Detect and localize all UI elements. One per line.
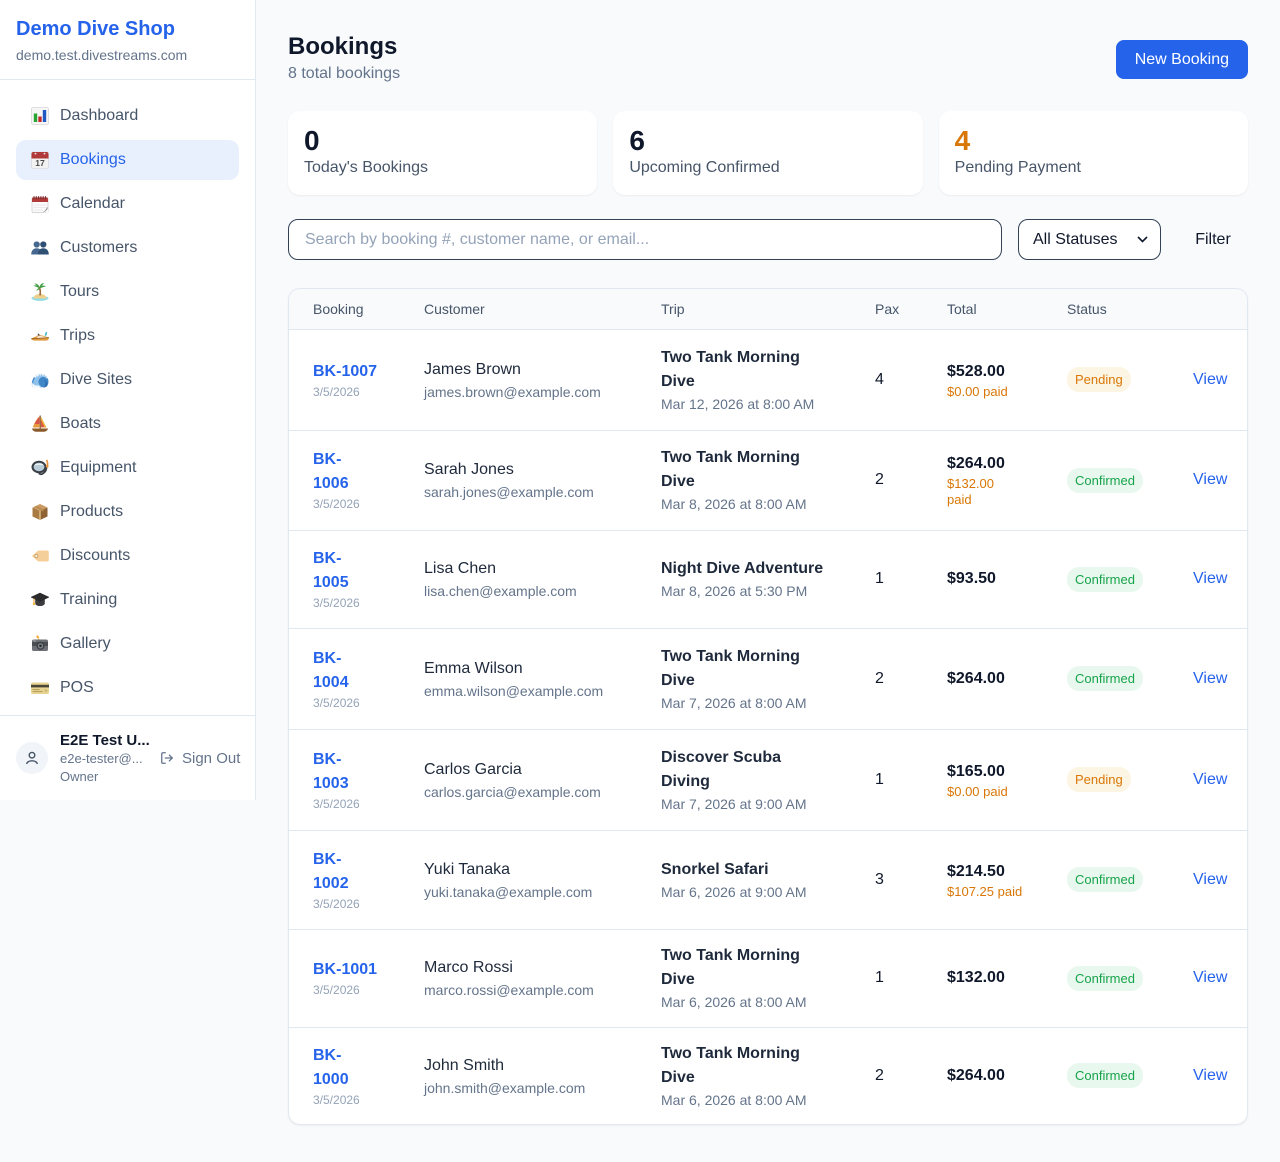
svg-text:17: 17 — [35, 158, 45, 168]
